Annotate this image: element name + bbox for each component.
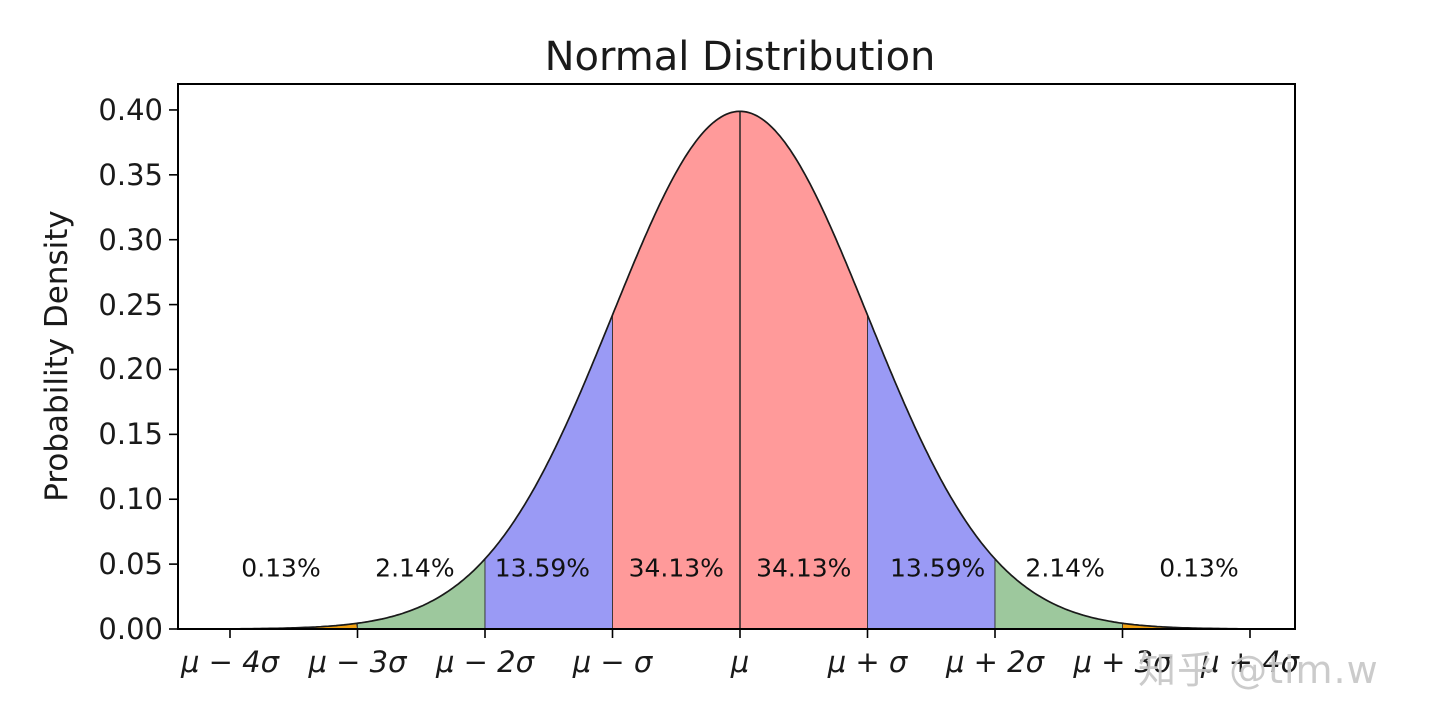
- x-tick-label: μ − σ: [572, 645, 653, 679]
- x-tick-label: μ + 4σ: [1200, 645, 1300, 679]
- band-percent-label: 2.14%: [1025, 553, 1105, 583]
- y-tick-label: 0.40: [98, 92, 163, 127]
- zhihu-watermark: 知乎 @tim.w: [1138, 648, 1379, 692]
- y-tick-label: 0.30: [98, 222, 163, 257]
- y-tick-label: 0.15: [98, 417, 163, 452]
- x-tick-label: μ − 4σ: [180, 645, 280, 679]
- band-percent-label: 34.13%: [628, 553, 724, 583]
- y-tick-label: 0.20: [98, 352, 163, 387]
- band-percent-label: 0.13%: [241, 553, 321, 583]
- y-tick-label: 0.35: [98, 157, 163, 192]
- band-percent-label: 0.13%: [1159, 553, 1239, 583]
- y-tick-label: 0.10: [98, 482, 163, 517]
- x-tick-label: μ − 3σ: [308, 645, 407, 679]
- y-tick-label: 0.05: [98, 547, 163, 582]
- band-percent-label: 2.14%: [375, 553, 455, 583]
- band-percent-label: 13.59%: [889, 553, 986, 583]
- x-tick-label: μ: [730, 645, 750, 679]
- x-tick-label: μ + 3σ: [1073, 645, 1172, 679]
- band-percent-label: 34.13%: [756, 553, 852, 583]
- band-percent-label: 13.59%: [494, 553, 591, 583]
- x-tick-label: μ − 2σ: [435, 645, 535, 679]
- x-tick-label: μ + σ: [827, 645, 908, 679]
- x-tick-label: μ + 2σ: [945, 645, 1045, 679]
- chart-title: Normal Distribution: [544, 34, 936, 80]
- y-tick-label: 0.25: [98, 287, 163, 322]
- y-tick-label: 0.00: [98, 612, 163, 646]
